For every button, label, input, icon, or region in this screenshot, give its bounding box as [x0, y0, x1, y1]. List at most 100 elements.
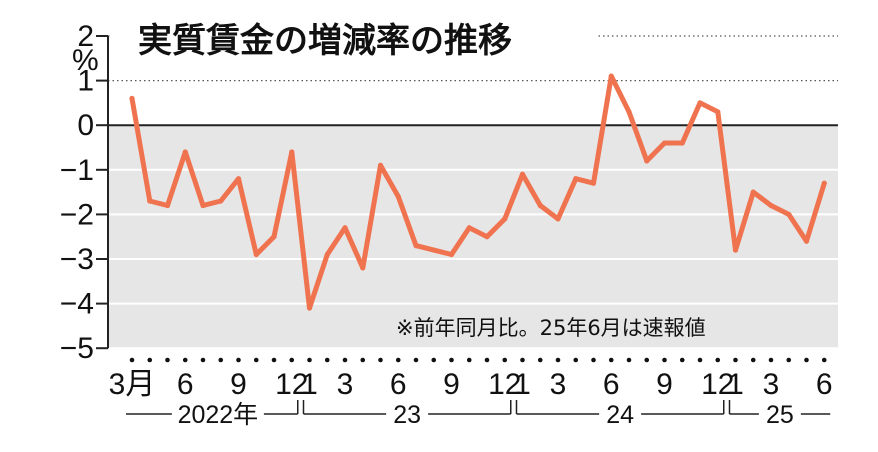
year-label: 2022年: [178, 401, 259, 429]
data-point: [821, 180, 827, 186]
data-point: [750, 189, 756, 195]
x-dot: [502, 357, 508, 363]
x-dot: [786, 357, 792, 363]
x-dot: [324, 357, 330, 363]
data-point: [182, 149, 188, 155]
x-dot: [591, 357, 596, 363]
x-dot: [484, 357, 490, 363]
data-point: [644, 158, 650, 164]
unit-label: %: [72, 44, 99, 77]
x-dot: [626, 357, 632, 363]
title-background: [110, 14, 596, 64]
data-point: [200, 202, 206, 209]
negative-area: [108, 125, 838, 349]
y-tick-label: −5: [60, 332, 94, 365]
data-point: [431, 247, 437, 253]
x-dot: [733, 357, 738, 363]
x-dot: [537, 357, 543, 363]
y-tick-label: 2: [77, 20, 94, 53]
data-point: [235, 176, 242, 182]
x-dots: [129, 357, 827, 363]
x-dot: [431, 357, 437, 363]
y-tick-label: −1: [60, 154, 94, 187]
x-tick-label: 1: [301, 368, 318, 401]
x-dot: [129, 357, 135, 363]
x-dot: [555, 357, 561, 363]
x-tick-label: 3: [550, 368, 567, 401]
x-dot: [804, 357, 809, 363]
data-point: [218, 198, 224, 204]
data-point: [697, 100, 703, 106]
y-tick-label: 1: [77, 65, 94, 98]
data-point: [555, 216, 561, 222]
data-point: [608, 73, 614, 79]
x-dot: [697, 357, 703, 363]
x-dot: [466, 357, 472, 363]
x-dot: [821, 357, 827, 363]
y-tick-label: 0: [77, 109, 94, 142]
data-point: [324, 251, 330, 258]
y-tick-labels: 2 1 0 −1 −2 −3 −4 −5: [60, 20, 94, 365]
data-point: [377, 162, 384, 168]
x-dot: [449, 357, 454, 363]
data-point: [803, 238, 810, 244]
data-point: [360, 265, 366, 271]
data-point: [590, 180, 597, 186]
data-point: [289, 149, 295, 155]
chart-note: ※前年同月比。25年6月は速報値: [396, 316, 706, 340]
data-point: [502, 216, 508, 222]
x-tick-labels: 3月 6 9 121 3 6 9 121 3 6 9 121 3 6: [109, 368, 833, 401]
y-tick-label: −3: [60, 243, 94, 276]
x-dot: [378, 357, 383, 363]
x-dot: [236, 357, 241, 363]
data-point: [732, 247, 739, 253]
data-point: [626, 109, 632, 115]
data-point: [164, 202, 171, 209]
x-tick-label: 12: [275, 368, 308, 401]
x-dot: [520, 357, 525, 363]
data-point: [768, 202, 774, 209]
x-tick-label: 6: [603, 368, 620, 401]
year-groups: 2022年 23 24 25: [126, 400, 831, 429]
x-dot: [342, 357, 348, 363]
x-tick-label: 3: [763, 368, 780, 401]
data-point: [679, 140, 685, 146]
x-tick-label: 9: [656, 368, 673, 401]
x-tick-label: 12: [488, 368, 521, 401]
x-dot: [182, 357, 188, 363]
data-point: [484, 234, 490, 240]
x-dot: [200, 357, 206, 363]
data-point: [715, 109, 721, 115]
x-dot: [644, 357, 650, 363]
data-point: [253, 251, 259, 258]
x-tick-label: 6: [177, 368, 194, 401]
x-dot: [715, 357, 721, 363]
chart-title: 実質賃金の増減率の推移: [138, 21, 512, 61]
x-dot: [395, 357, 401, 363]
data-point: [537, 202, 543, 209]
y-tick-label: −4: [60, 288, 94, 321]
x-tick-label: 3月: [109, 368, 156, 401]
x-tick-label: 3: [337, 368, 354, 401]
year-label: 24: [606, 401, 634, 429]
data-point: [395, 193, 401, 200]
year-label: 25: [766, 401, 794, 429]
y-tick-label: −2: [60, 198, 94, 231]
series-line: [129, 73, 827, 311]
data-points: [129, 73, 827, 311]
x-dot: [289, 357, 295, 363]
data-point: [413, 243, 419, 249]
x-dot: [608, 357, 614, 363]
x-tick-label: 6: [390, 368, 407, 401]
data-point: [661, 140, 668, 146]
data-point: [786, 211, 792, 217]
data-point: [519, 171, 526, 177]
x-dot: [662, 357, 667, 363]
x-tick-label: 1: [514, 368, 531, 401]
data-point: [271, 234, 277, 240]
data-point: [129, 95, 135, 102]
x-dot: [413, 357, 419, 363]
data-point: [448, 251, 455, 258]
x-tick-label: 9: [443, 368, 460, 401]
